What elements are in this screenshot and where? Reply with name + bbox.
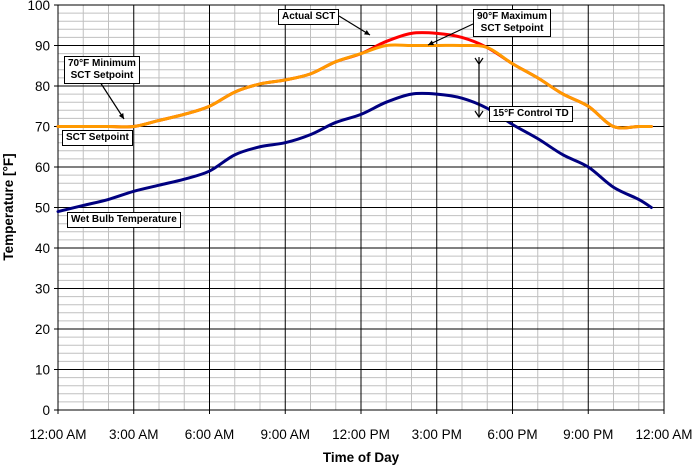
annotation-min-setpoint: 70°F Minimum SCT Setpoint xyxy=(64,56,140,84)
x-tick-label: 3:00 AM xyxy=(109,427,159,442)
arrow-actual-sct xyxy=(338,15,371,36)
y-tick-label: 40 xyxy=(35,241,50,256)
annotation-arrows xyxy=(99,15,484,120)
arrow-min-setpoint-head xyxy=(118,113,124,119)
x-axis-title: Time of Day xyxy=(323,450,400,465)
sct-setpoint-line xyxy=(56,43,653,130)
annotation-sct-setpoint-text: SCT Setpoint xyxy=(66,132,129,143)
arrow-min-setpoint xyxy=(99,81,125,120)
y-tick-label: 0 xyxy=(42,403,50,418)
annotation-actual-sct: Actual SCT xyxy=(278,9,340,25)
annotation-max-line2: SCT Setpoint xyxy=(480,23,544,34)
y-axis-ticks: 0 10 20 30 40 50 60 70 80 90 100 xyxy=(27,0,58,418)
x-tick-label: 9:00 PM xyxy=(563,427,613,442)
wet-bulb-temperature-line xyxy=(56,91,653,214)
x-tick-label: 12:00 AM xyxy=(29,427,86,442)
annotation-min-line1: 70°F Minimum xyxy=(68,58,136,69)
y-tick-label: 90 xyxy=(35,39,50,54)
x-tick-label: 12:00 PM xyxy=(332,427,390,442)
arrow-control-td-top-head xyxy=(474,57,484,66)
series-layer xyxy=(56,31,653,214)
arrow-max-setpoint-head xyxy=(428,40,434,46)
annotation-actual-sct-text: Actual SCT xyxy=(282,11,336,22)
major-gridlines xyxy=(57,4,665,411)
y-tick-label: 60 xyxy=(35,160,50,175)
y-tick-label: 10 xyxy=(35,363,50,378)
x-tick-label: 6:00 PM xyxy=(487,427,537,442)
x-tick-label: 9:00 AM xyxy=(260,427,310,442)
arrow-actual-sct-head xyxy=(364,29,370,35)
y-tick-label: 30 xyxy=(35,282,50,297)
x-tick-label: 12:00 AM xyxy=(635,427,692,442)
y-tick-label: 100 xyxy=(27,0,50,13)
annotation-control-td-text: 15°F Control TD xyxy=(493,108,569,119)
x-tick-label: 6:00 AM xyxy=(185,427,235,442)
y-axis-title: Temperature [°F] xyxy=(1,153,16,260)
arrow-max-setpoint xyxy=(427,23,474,46)
arrow-control-td-bottom-head xyxy=(474,110,484,119)
annotation-max-line1: 90°F Maximum xyxy=(477,11,548,22)
y-tick-label: 20 xyxy=(35,322,50,337)
x-tick-label: 3:00 PM xyxy=(412,427,462,442)
annotation-control-td: 15°F Control TD xyxy=(489,106,573,122)
y-tick-label: 70 xyxy=(35,120,50,135)
annotation-wet-bulb-text: Wet Bulb Temperature xyxy=(71,214,177,225)
y-tick-label: 50 xyxy=(35,201,50,216)
annotation-sct-setpoint: SCT Setpoint xyxy=(62,130,133,146)
x-axis-ticks: 12:00 AM 3:00 AM 6:00 AM 9:00 AM 12:00 PM 3:0… xyxy=(29,410,693,442)
y-tick-label: 80 xyxy=(35,79,50,94)
annotation-max-setpoint: 90°F Maximum SCT Setpoint xyxy=(473,9,552,37)
annotation-min-line2: SCT Setpoint xyxy=(70,70,134,81)
annotation-wet-bulb: Wet Bulb Temperature xyxy=(67,212,181,228)
